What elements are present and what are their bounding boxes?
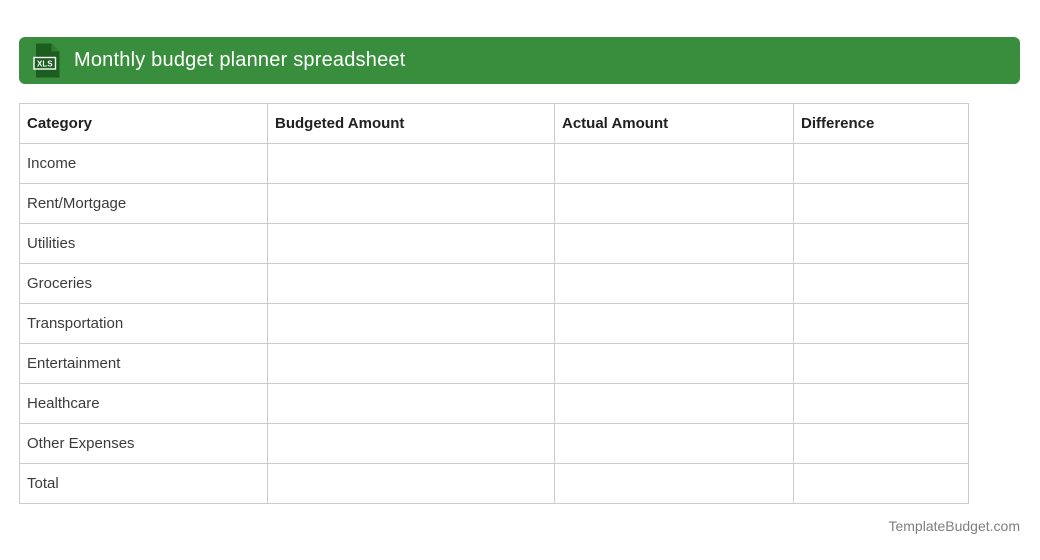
budgeted-amount-cell (267, 463, 555, 504)
category-cell: Rent/Mortgage (19, 183, 268, 224)
budgeted-amount-cell (267, 263, 555, 304)
category-cell: Other Expenses (19, 423, 268, 464)
xls-icon-fold (51, 43, 60, 52)
difference-cell (793, 463, 969, 504)
xls-icon-badge-label: XLS (37, 59, 53, 68)
category-cell: Utilities (19, 223, 268, 264)
category-cell: Groceries (19, 263, 268, 304)
difference-cell (793, 423, 969, 464)
site-credit: TemplateBudget.com (888, 518, 1020, 534)
actual-amount-cell (554, 223, 794, 264)
actual-amount-cell (554, 463, 794, 504)
actual-amount-cell (554, 383, 794, 424)
table-row: Income (19, 143, 969, 184)
category-cell: Entertainment (19, 343, 268, 384)
actual-amount-cell (554, 183, 794, 224)
table-row: Other Expenses (19, 423, 969, 464)
budgeted-amount-cell (267, 423, 555, 464)
actual-amount-cell (554, 143, 794, 184)
actual-amount-cell (554, 423, 794, 464)
table-row: Healthcare (19, 383, 969, 424)
category-cell: Total (19, 463, 268, 504)
budget-table: Category Budgeted Amount Actual Amount D… (19, 103, 969, 504)
table-row: Entertainment (19, 343, 969, 384)
budgeted-amount-cell (267, 303, 555, 344)
column-header-budgeted-amount: Budgeted Amount (267, 103, 555, 144)
category-cell: Income (19, 143, 268, 184)
actual-amount-cell (554, 263, 794, 304)
difference-cell (793, 143, 969, 184)
category-cell: Healthcare (19, 383, 268, 424)
column-header-actual-amount: Actual Amount (554, 103, 794, 144)
footer: TemplateBudget.com (19, 518, 1020, 534)
actual-amount-cell (554, 343, 794, 384)
category-cell: Transportation (19, 303, 268, 344)
table-row: Utilities (19, 223, 969, 264)
difference-cell (793, 383, 969, 424)
actual-amount-cell (554, 303, 794, 344)
budgeted-amount-cell (267, 343, 555, 384)
difference-cell (793, 343, 969, 384)
table-row: Transportation (19, 303, 969, 344)
difference-cell (793, 263, 969, 304)
table-row: Total (19, 463, 969, 504)
column-header-category: Category (19, 103, 268, 144)
budgeted-amount-cell (267, 383, 555, 424)
table-header-row: Category Budgeted Amount Actual Amount D… (19, 103, 969, 144)
table-row: Groceries (19, 263, 969, 304)
column-header-difference: Difference (793, 103, 969, 144)
difference-cell (793, 183, 969, 224)
budgeted-amount-cell (267, 223, 555, 264)
difference-cell (793, 223, 969, 264)
xls-file-icon: XLS (33, 43, 60, 78)
budgeted-amount-cell (267, 183, 555, 224)
title-banner: XLS Monthly budget planner spreadsheet (19, 37, 1020, 84)
table-row: Rent/Mortgage (19, 183, 969, 224)
page-title: Monthly budget planner spreadsheet (74, 49, 406, 71)
xls-icon-badge (33, 56, 57, 70)
difference-cell (793, 303, 969, 344)
budgeted-amount-cell (267, 143, 555, 184)
